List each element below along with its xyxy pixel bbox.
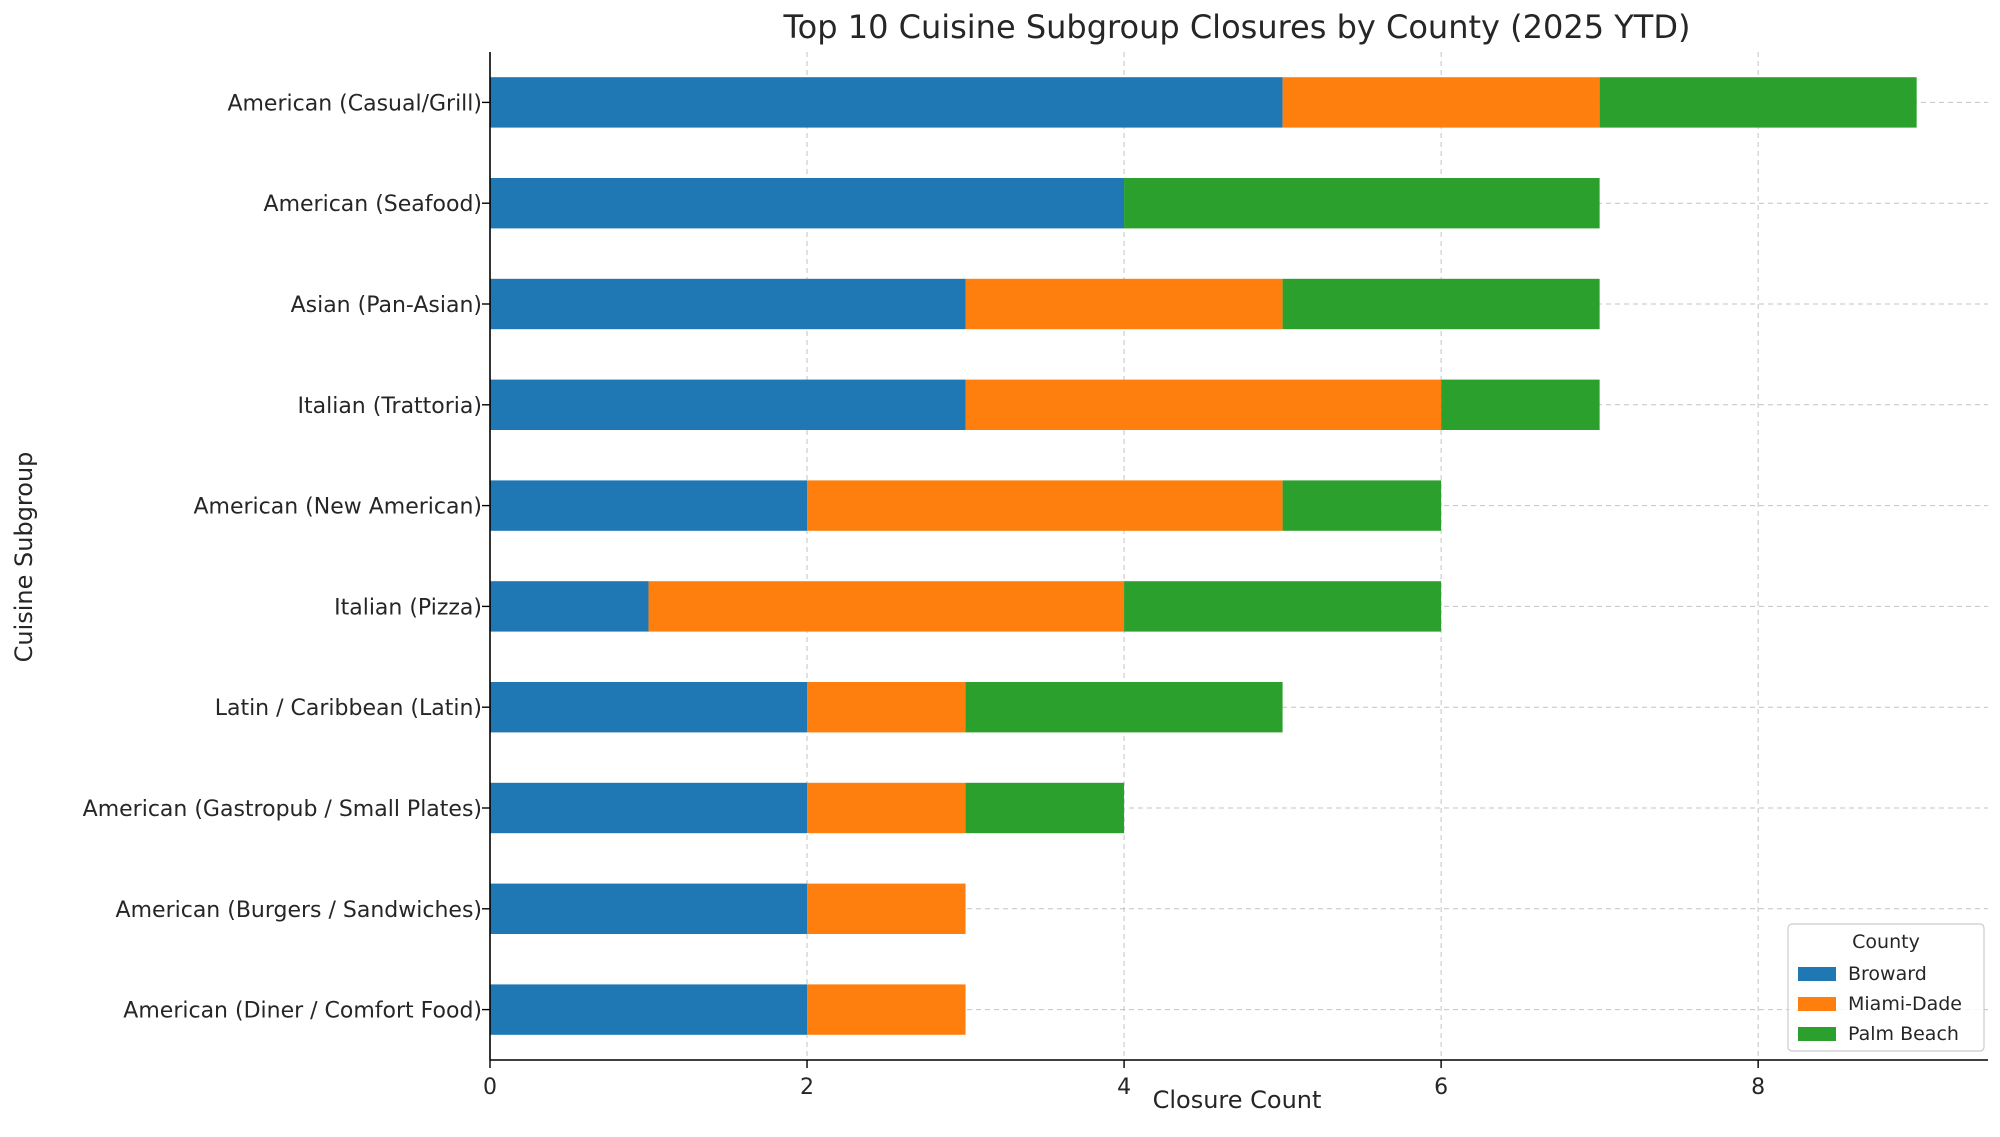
legend-label-miami-dade: Miami-Dade <box>1848 993 1962 1015</box>
y-tick-label: American (Seafood) <box>264 192 482 217</box>
y-tick-label: Italian (Trattoria) <box>298 394 483 419</box>
bar-broward-latin-caribbean-latin <box>490 682 808 733</box>
bar-broward-american-burgers-sandwiches <box>490 883 808 934</box>
chart-title: Top 10 Cuisine Subgroup Closures by Coun… <box>783 8 1691 46</box>
y-tick-label: American (Casual/Grill) <box>227 91 482 116</box>
bar-miami-dade-italian-pizza <box>648 581 1125 632</box>
bar-miami-dade-asian-pan-asian <box>965 278 1283 330</box>
y-tick-label: Asian (Pan-Asian) <box>291 293 482 318</box>
bar-palm-beach-american-seafood <box>1124 178 1600 229</box>
bar-palm-beach-italian-trattoria <box>1441 379 1600 430</box>
legend-title: County <box>1852 931 1920 953</box>
legend-swatch-broward <box>1798 967 1836 981</box>
bar-palm-beach-asian-pan-asian <box>1282 278 1600 330</box>
y-tick-label: American (Gastropub / Small Plates) <box>83 797 482 822</box>
bar-broward-american-casual-grill <box>490 77 1283 128</box>
bar-broward-american-seafood <box>490 178 1125 229</box>
y-tick-label: American (Diner / Comfort Food) <box>123 999 482 1024</box>
y-axis-label: Cuisine Subgroup <box>10 452 38 663</box>
legend: County Broward Miami-Dade Palm Beach <box>1787 923 1985 1052</box>
bar-palm-beach-american-gastropub-small-plates <box>965 782 1125 834</box>
bar-miami-dade-american-diner-comfort-food <box>807 984 966 1035</box>
axes-layer: American (Casual/Grill) American (Seafood… <box>83 52 1988 1100</box>
bar-palm-beach-italian-pizza <box>1124 581 1442 632</box>
bar-broward-american-gastropub-small-plates <box>490 782 808 834</box>
x-tick-label: 2 <box>800 1075 814 1100</box>
bar-miami-dade-latin-caribbean-latin <box>807 682 966 733</box>
bars-layer <box>490 77 1917 1035</box>
y-tick-label: Italian (Pizza) <box>334 595 482 620</box>
bar-palm-beach-latin-caribbean-latin <box>965 682 1283 733</box>
bar-miami-dade-american-burgers-sandwiches <box>807 883 966 934</box>
bar-miami-dade-american-new-american <box>807 480 1283 531</box>
y-tick-label: American (Burgers / Sandwiches) <box>116 898 482 923</box>
x-tick-label: 6 <box>1434 1075 1448 1100</box>
bar-broward-italian-trattoria <box>490 379 966 430</box>
bar-palm-beach-american-casual-grill <box>1599 77 1917 128</box>
bar-miami-dade-american-casual-grill <box>1282 77 1600 128</box>
x-axis-label: Closure Count <box>1153 1086 1322 1114</box>
x-tick-label: 0 <box>483 1075 497 1100</box>
bar-miami-dade-american-gastropub-small-plates <box>807 782 966 834</box>
bar-broward-american-new-american <box>490 480 808 531</box>
y-tick-label: American (New American) <box>193 495 482 520</box>
legend-label-broward: Broward <box>1848 963 1927 985</box>
bar-broward-italian-pizza <box>490 581 649 632</box>
legend-frame <box>1787 923 1985 1052</box>
legend-swatch-palm-beach <box>1798 1027 1836 1041</box>
x-tick-label: 8 <box>1751 1075 1765 1100</box>
y-tick-label: Latin / Caribbean (Latin) <box>215 696 482 721</box>
legend-swatch-miami-dade <box>1798 997 1836 1011</box>
bar-miami-dade-italian-trattoria <box>965 379 1442 430</box>
x-tick-label: 4 <box>1117 1075 1131 1100</box>
legend-label-palm-beach: Palm Beach <box>1848 1023 1959 1045</box>
bar-palm-beach-american-new-american <box>1282 480 1442 531</box>
bar-broward-american-diner-comfort-food <box>490 984 808 1035</box>
bar-broward-asian-pan-asian <box>490 278 966 330</box>
